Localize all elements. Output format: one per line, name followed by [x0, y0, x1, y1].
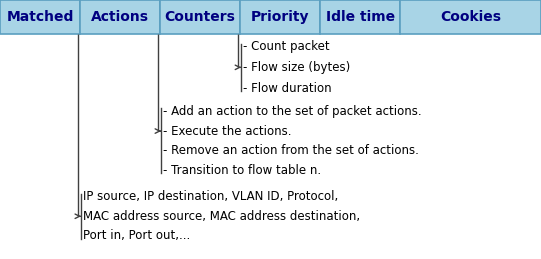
- Text: Priority: Priority: [251, 10, 309, 24]
- Text: - Remove an action from the set of actions.: - Remove an action from the set of actio…: [163, 144, 419, 157]
- Text: - Transition to flow table n.: - Transition to flow table n.: [163, 164, 321, 177]
- Bar: [80, 0, 160, 34]
- Bar: [320, 0, 400, 34]
- Text: - Execute the actions.: - Execute the actions.: [163, 125, 292, 138]
- Text: IP source, IP destination, VLAN ID, Protocol,: IP source, IP destination, VLAN ID, Prot…: [83, 190, 338, 203]
- Text: - Flow duration: - Flow duration: [243, 82, 332, 95]
- Bar: [160, 0, 240, 34]
- Bar: [240, 0, 320, 34]
- Text: - Count packet: - Count packet: [243, 40, 330, 53]
- Text: Matched: Matched: [6, 10, 74, 24]
- Text: Idle time: Idle time: [326, 10, 395, 24]
- Text: Cookies: Cookies: [440, 10, 501, 24]
- Text: - Flow size (bytes): - Flow size (bytes): [243, 61, 351, 74]
- Text: - Add an action to the set of packet actions.: - Add an action to the set of packet act…: [163, 105, 422, 118]
- Text: Actions: Actions: [91, 10, 149, 24]
- Text: MAC address source, MAC address destination,: MAC address source, MAC address destinat…: [83, 210, 360, 223]
- Text: Port in, Port out,...: Port in, Port out,...: [83, 229, 190, 242]
- Text: Counters: Counters: [164, 10, 236, 24]
- Bar: [400, 0, 541, 34]
- Bar: [0, 0, 80, 34]
